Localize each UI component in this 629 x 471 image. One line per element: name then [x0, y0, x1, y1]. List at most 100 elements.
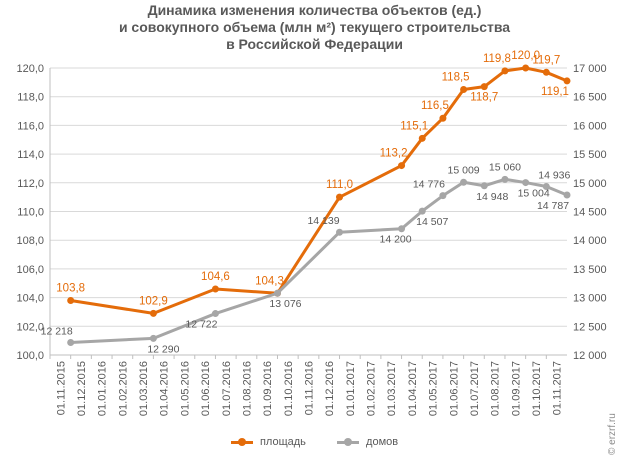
chart-title-line-3: в Российской Федерации	[226, 36, 403, 52]
data-label-area: 116,5	[421, 100, 449, 112]
y-right-tick-label: 16 000	[573, 120, 607, 132]
data-label-area: 119,1	[541, 86, 569, 98]
x-tick-label: 01.01.2016	[97, 361, 109, 416]
data-label-area: 115,1	[400, 120, 428, 132]
y-right-tick-label: 15 000	[573, 178, 607, 190]
data-label-homes: 14 776	[413, 179, 445, 191]
series-homes-point	[67, 338, 75, 346]
series-homes-point	[149, 334, 157, 342]
data-label-homes: 13 076	[269, 298, 301, 310]
x-tick-label: 01.12.2015	[76, 361, 88, 416]
x-tick-label: 01.11.2015	[55, 361, 67, 415]
y-right-tick-label: 14 000	[573, 235, 607, 247]
y-right-tick-label: 17 000	[573, 63, 607, 75]
series-homes-point	[522, 179, 530, 187]
legend-line-area-icon	[230, 438, 253, 447]
x-axis-ticks: 01.11.2015 01.12.2015 01.01.2016 01.02.2016…	[49, 355, 564, 416]
series-area-point	[439, 114, 447, 122]
series-homes-point	[336, 228, 344, 236]
data-label-homes: 14 139	[307, 215, 339, 227]
data-label-area: 104,3	[255, 275, 284, 287]
data-label-area: 111,0	[326, 179, 353, 191]
series-homes-point	[563, 191, 571, 199]
chart-title-line-1: Динамика изменения количества объектов (…	[147, 2, 482, 18]
data-label-homes: 12 722	[185, 319, 217, 331]
data-labels-layer: 103,8 102,9 104,6 104,3 111,0 113,2 115,1 116,5…	[41, 50, 571, 355]
legend-line-homes-icon	[336, 438, 359, 447]
data-label-area: 104,6	[201, 271, 230, 283]
x-tick-label: 01.05.2017	[428, 361, 440, 416]
series-homes-point	[439, 192, 447, 200]
x-tick-label: 01.06.2016	[200, 361, 212, 416]
x-tick-label: 01.04.2016	[159, 361, 171, 416]
series-homes-point	[501, 175, 509, 183]
x-tick-label: 01.08.2017	[490, 361, 502, 416]
series-homes-point	[398, 225, 406, 233]
data-label-area: 120,0	[511, 50, 540, 62]
chart-title-line-2: и совокупного объема (млн м²) текущего с…	[118, 19, 511, 35]
data-label-area: 103,8	[56, 282, 85, 294]
y-left-tick-label: 108,0	[16, 235, 44, 247]
y-right-tick-label: 15 500	[573, 149, 607, 161]
y-left-tick-label: 102,0	[16, 321, 44, 333]
y-left-tick-label: 110,0	[17, 207, 44, 219]
y-left-tick-label: 104,0	[16, 293, 44, 305]
x-tick-label: 01.06.2017	[448, 361, 460, 416]
x-tick-label: 01.10.2017	[531, 361, 543, 416]
series-homes-line	[70, 177, 568, 344]
x-tick-label: 01.04.2017	[407, 361, 419, 416]
data-label-homes: 12 218	[41, 325, 73, 337]
data-label-area: 113,2	[380, 148, 408, 160]
series-area-point	[336, 193, 344, 201]
x-tick-label: 01.02.2016	[117, 361, 129, 416]
series-homes-point	[418, 207, 426, 215]
data-label-area: 102,9	[139, 295, 168, 307]
legend-label-homes: домов	[366, 436, 399, 449]
data-label-homes: 15 060	[489, 161, 521, 173]
x-tick-label: 01.02.2017	[366, 361, 378, 416]
x-tick-label: 01.03.2016	[138, 361, 150, 416]
x-tick-label: 01.08.2016	[241, 361, 253, 416]
data-label-homes: 14 936	[538, 169, 570, 181]
y-axis-left-ticks: 100,0 102,0 104,0 106,0 108,0 110,0 112,0 114,0…	[16, 63, 44, 362]
y-left-tick-label: 114,0	[17, 149, 44, 161]
series-area-point	[211, 285, 219, 293]
x-tick-label: 01.10.2016	[283, 361, 295, 416]
x-tick-label: 01.12.2016	[324, 361, 336, 416]
y-left-tick-label: 106,0	[16, 264, 44, 276]
y-right-tick-label: 13 500	[573, 264, 607, 276]
series-homes-point	[542, 182, 550, 190]
series-area-point	[67, 296, 75, 304]
x-tick-label: 01.07.2017	[469, 361, 481, 416]
series-area-point	[149, 309, 157, 317]
series-area-point	[522, 64, 530, 72]
legend-label-area: площадь	[259, 436, 306, 449]
data-label-area: 118,5	[442, 72, 470, 84]
data-label-homes: 15 009	[448, 164, 480, 176]
series-area-point	[480, 83, 488, 91]
x-tick-label: 01.05.2016	[179, 361, 191, 416]
series-homes-point	[460, 178, 468, 186]
data-label-homes: 14 507	[416, 216, 448, 228]
series-layer	[67, 64, 571, 346]
x-tick-label: 01.09.2016	[262, 361, 274, 416]
legend-item-homes[interactable]: домов	[336, 436, 399, 449]
data-label-homes: 14 200	[379, 234, 411, 246]
data-label-area: 119,8	[483, 53, 511, 65]
series-area-point	[501, 67, 509, 75]
y-axis-right-ticks: 12 000 12 500 13 000 13 500 14 000 14 500 15 0…	[573, 63, 607, 362]
data-label-homes: 12 290	[147, 343, 179, 355]
series-homes-point	[273, 289, 281, 297]
y-right-tick-label: 12 000	[573, 350, 607, 362]
y-right-tick-label: 16 500	[573, 92, 607, 104]
y-left-tick-label: 100,0	[16, 350, 44, 362]
y-right-tick-label: 12 500	[573, 321, 607, 333]
legend-item-area[interactable]: площадь	[230, 436, 306, 449]
x-tick-label: 01.07.2016	[221, 361, 233, 416]
series-area-point	[398, 162, 406, 170]
data-label-homes: 15 004	[518, 188, 550, 200]
series-area-point	[542, 68, 550, 76]
y-right-tick-label: 13 000	[573, 293, 607, 305]
data-label-area: 119,7	[532, 54, 560, 66]
